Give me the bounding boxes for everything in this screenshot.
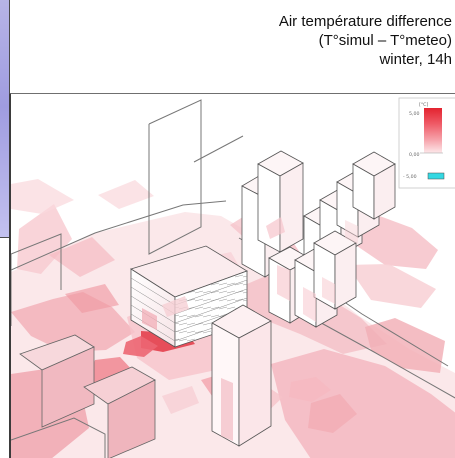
legend-high-value: 5,00 <box>409 111 419 117</box>
legend-cyan-swatch <box>427 172 445 180</box>
title-line-3: winter, 14h <box>379 51 452 68</box>
figure-title: Air température difference (T°simul – T°… <box>152 12 452 69</box>
wall-heat-patches <box>266 217 358 322</box>
legend-mid-value: 0,00 <box>409 152 419 158</box>
title-line-2: (T°simul – T°meteo) <box>318 32 452 49</box>
simulation-render-panel: [°C] 5,00 0,00 - 5,00 <box>9 93 455 458</box>
title-line-1: Air température difference <box>278 13 452 30</box>
legend-low-value: - 5,00 <box>403 174 417 180</box>
legend-red-scale <box>424 108 442 153</box>
temperature-legend: [°C] 5,00 0,00 - 5,00 <box>398 97 455 189</box>
right-block-row <box>294 151 396 328</box>
tall-blocks-foreground <box>211 304 272 447</box>
left-wall-panels <box>19 334 156 458</box>
legend-unit: [°C] <box>419 102 428 108</box>
urban-temperature-rendering: [°C] 5,00 0,00 - 5,00 <box>11 97 455 458</box>
